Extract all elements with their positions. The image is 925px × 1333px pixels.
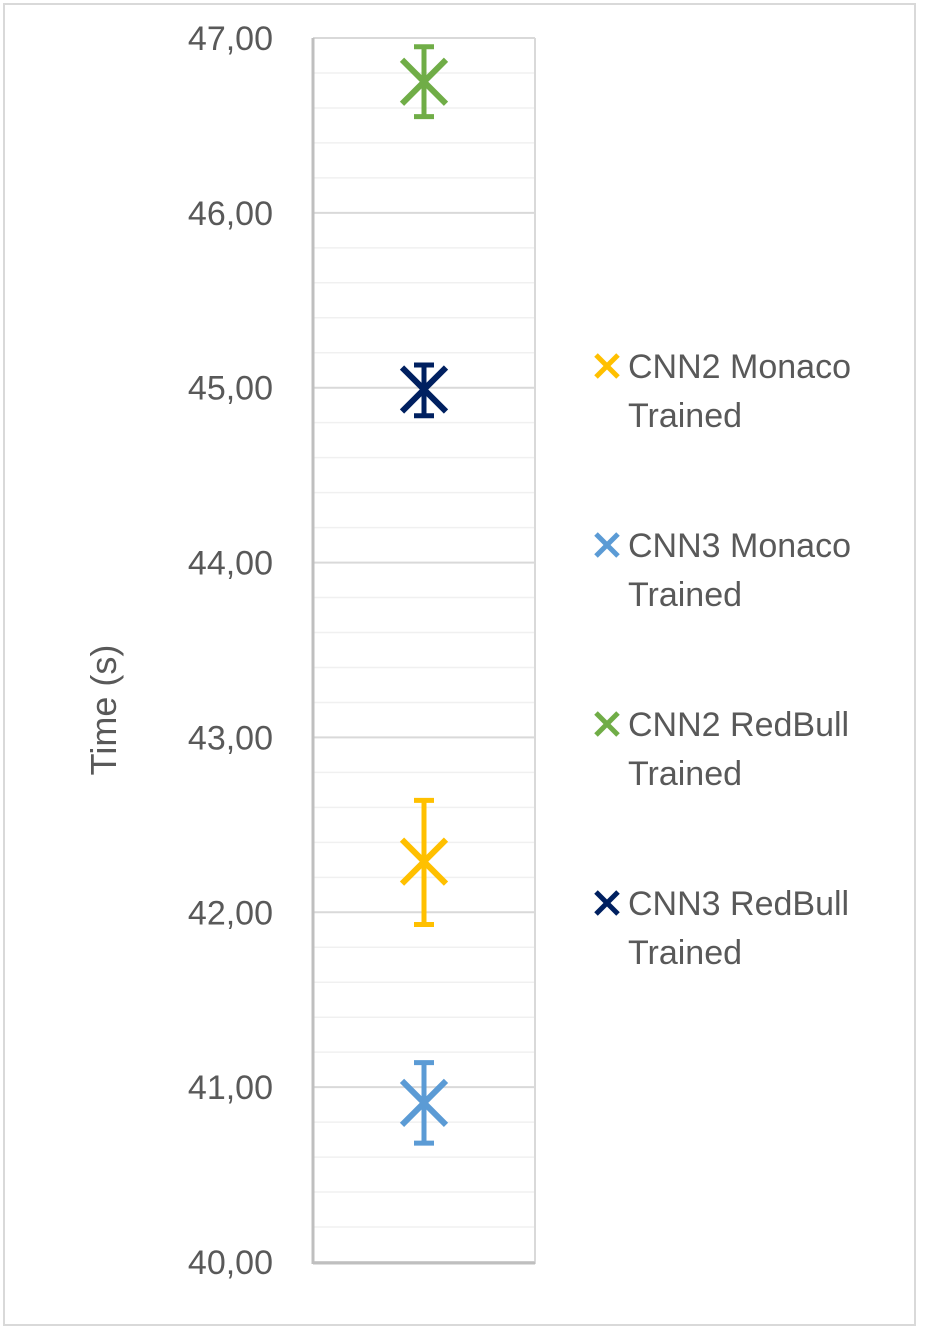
legend-entry: CNN3 Monaco Trained: [594, 527, 851, 614]
legend-marker: [594, 711, 620, 737]
legend-marker: [594, 532, 620, 558]
y-axis-label: Time (s): [83, 645, 124, 776]
data-point-group: [399, 797, 449, 928]
legend-entry: CNN3 RedBull Trained: [594, 885, 849, 972]
y-tick-label: 46,00: [188, 195, 273, 233]
data-point-marker: [399, 837, 449, 886]
data-point-marker: [399, 365, 449, 414]
legend-label-line: CNN2 Monaco: [628, 348, 851, 386]
legend-marker: [594, 353, 620, 379]
data-point-group: [399, 44, 449, 120]
legend-label-line: CNN3 Monaco: [628, 527, 851, 565]
y-tick-label: 43,00: [188, 719, 273, 757]
data-point-marker: [399, 57, 449, 106]
y-tick-label: 44,00: [188, 545, 273, 583]
legend-label-line: Trained: [628, 934, 742, 972]
legend-label: CNN2 RedBull Trained: [628, 706, 849, 793]
legend-label-line: Trained: [628, 397, 742, 435]
legend-label-line: CNN2 RedBull: [628, 706, 849, 744]
legend-label-line: CNN3 RedBull: [628, 885, 849, 923]
data-point-marker: [399, 1078, 449, 1128]
legend-label: CNN3 Monaco Trained: [628, 527, 851, 614]
y-axis: [311, 38, 535, 1265]
legend-label: CNN2 Monaco Trained: [628, 348, 851, 435]
legend-label: CNN3 RedBull Trained: [628, 885, 849, 972]
data-point-group: [399, 362, 449, 419]
y-tick-label: 42,00: [188, 894, 273, 932]
legend-label-line: Trained: [628, 755, 742, 793]
chart-frame: [3, 3, 916, 1326]
y-tick-label: 41,00: [188, 1069, 273, 1107]
y-tick-label: 45,00: [188, 370, 273, 408]
legend-label-line: Trained: [628, 576, 742, 614]
legend-entry: CNN2 Monaco Trained: [594, 348, 851, 435]
y-tick-labels: 40,00 41,00 42,00 43,00 44,00 45,00 46,00 47,00: [188, 20, 273, 1282]
data-points: [399, 44, 449, 1146]
y-tick-label: 47,00: [188, 20, 273, 58]
legend-marker: [594, 890, 620, 916]
legend-entry: CNN2 RedBull Trained: [594, 706, 849, 793]
y-tick-label: 40,00: [188, 1244, 273, 1282]
data-point-group: [399, 1060, 449, 1146]
